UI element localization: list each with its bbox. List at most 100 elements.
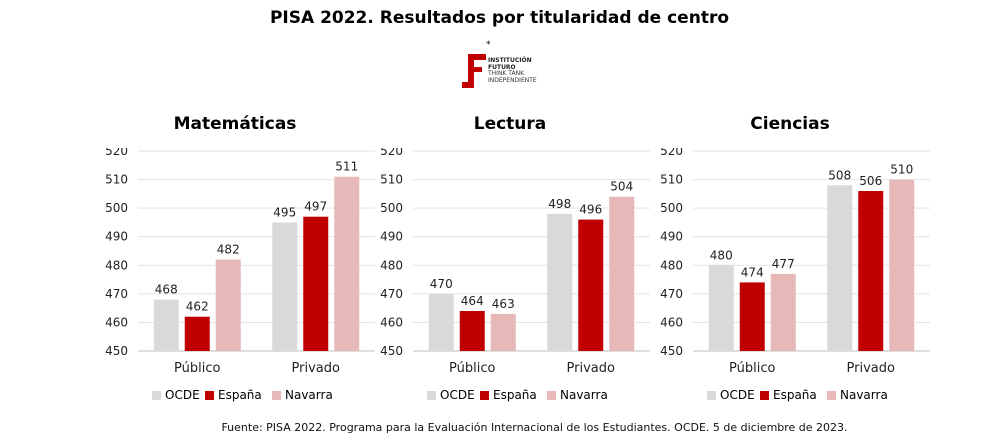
logo-line-3: THINK TANK (488, 70, 525, 77)
bar-españa (303, 216, 329, 351)
bar-españa (459, 311, 485, 351)
chart-title: Lectura (473, 114, 547, 134)
chart-svg: 450 460 470 480 490 500 510 520 480 474 477 Público… (660, 148, 930, 376)
legend-label: OCDE (165, 388, 200, 402)
y-tick-label: 510 (660, 173, 683, 187)
chart-svg: 450 460 470 480 490 500 510 520 470 464 463 Público… (380, 148, 650, 376)
y-tick-label: 490 (105, 230, 128, 244)
legend-swatch (152, 390, 161, 400)
legend-swatch (547, 390, 556, 400)
legend-item: Navarra (547, 388, 608, 402)
logo-line-4: INDEPENDIENTE (488, 76, 537, 84)
bar-navarra (889, 179, 915, 351)
y-tick-label: 480 (105, 258, 128, 272)
data-label: 498 (548, 197, 571, 211)
y-tick-label: 450 (660, 344, 683, 358)
category-label: Público (449, 361, 495, 376)
legend-item: OCDE (152, 388, 200, 402)
bar-españa (184, 316, 210, 351)
bar-españa (578, 219, 604, 351)
legend-label: OCDE (720, 388, 755, 402)
y-tick-label: 450 (105, 344, 128, 358)
data-label: 511 (335, 160, 358, 174)
source-footer: Fuente: PISA 2022. Programa para la Eval… (221, 421, 848, 434)
chart-svg: 450 460 470 480 490 500 510 520 468 462 482 Público… (105, 148, 375, 376)
bar-navarra (609, 196, 635, 351)
legend-item: España (205, 388, 262, 402)
data-label: 470 (430, 277, 453, 291)
legend-swatch (707, 390, 716, 400)
y-tick-label: 450 (380, 344, 403, 358)
chart-legend: OCDE España Navarra (365, 388, 655, 404)
chart-panel-ciencias: Ciencias 450 460 470 480 490 500 510 520 480 474 4… (645, 108, 935, 408)
y-tick-label: 480 (380, 258, 403, 272)
legend-label: España (493, 388, 537, 402)
bar-ocde (708, 265, 734, 351)
y-tick-label: 520 (105, 148, 128, 158)
legend-swatch (427, 390, 436, 400)
category-label: Privado (847, 361, 895, 376)
y-tick-label: 480 (660, 258, 683, 272)
bar-ocde (428, 293, 454, 351)
category-label: Público (174, 361, 220, 376)
y-tick-label: 470 (660, 287, 683, 301)
data-label: 504 (610, 180, 633, 194)
legend-item: España (480, 388, 537, 402)
legend-item: Navarra (272, 388, 333, 402)
chart-title: Ciencias (750, 114, 830, 134)
legend-label: Navarra (560, 388, 608, 402)
y-tick-label: 500 (660, 201, 683, 215)
bar-españa (858, 191, 884, 351)
legend-item: España (760, 388, 817, 402)
legend-label: España (218, 388, 262, 402)
y-tick-label: 460 (105, 315, 128, 329)
y-tick-label: 460 (380, 315, 403, 329)
legend-label: OCDE (440, 388, 475, 402)
bar-navarra (770, 273, 796, 351)
y-tick-label: 520 (380, 148, 403, 158)
bar-ocde (272, 222, 298, 351)
category-label: Público (729, 361, 775, 376)
bar-navarra (490, 313, 516, 351)
y-tick-label: 510 (105, 173, 128, 187)
y-tick-label: 520 (660, 148, 683, 158)
logo-line-2: FUTURO (488, 63, 516, 71)
chart-panel-lectura: Lectura 450 460 470 480 490 500 510 520 470 464 46… (365, 108, 655, 408)
y-tick-label: 500 (105, 201, 128, 215)
legend-swatch (827, 390, 836, 400)
legend-label: España (773, 388, 817, 402)
category-label: Privado (567, 361, 615, 376)
data-label: 463 (492, 297, 515, 311)
bar-navarra (334, 176, 360, 351)
y-tick-label: 500 (380, 201, 403, 215)
data-label: 510 (890, 163, 913, 177)
y-tick-label: 510 (380, 173, 403, 187)
legend-label: Navarra (840, 388, 888, 402)
logo-line-1: INSTITUCIÓN (488, 57, 532, 64)
data-label: 480 (710, 248, 733, 262)
category-label: Privado (292, 361, 340, 376)
legend-item: OCDE (707, 388, 755, 402)
data-label: 508 (828, 168, 851, 182)
legend-item: Navarra (827, 388, 888, 402)
data-label: 464 (461, 294, 484, 308)
y-tick-label: 490 (660, 230, 683, 244)
chart-panel-matematicas: Matemáticas 450 460 470 480 490 500 510 520 468 4… (90, 108, 380, 408)
legend-swatch (272, 390, 281, 400)
data-label: 474 (741, 265, 764, 279)
y-tick-label: 470 (380, 287, 403, 301)
logo-star: * (486, 40, 491, 50)
data-label: 497 (304, 200, 327, 214)
y-tick-label: 460 (660, 315, 683, 329)
legend-label: Navarra (285, 388, 333, 402)
bar-ocde (827, 185, 853, 351)
y-tick-label: 470 (105, 287, 128, 301)
chart-legend: OCDE España Navarra (90, 388, 380, 404)
logo-mark: * (462, 40, 491, 88)
chart-title: Matemáticas (173, 114, 297, 134)
data-label: 482 (217, 243, 240, 257)
bar-navarra (215, 259, 241, 351)
data-label: 462 (186, 300, 209, 314)
data-label: 468 (155, 283, 178, 297)
y-tick-label: 490 (380, 230, 403, 244)
